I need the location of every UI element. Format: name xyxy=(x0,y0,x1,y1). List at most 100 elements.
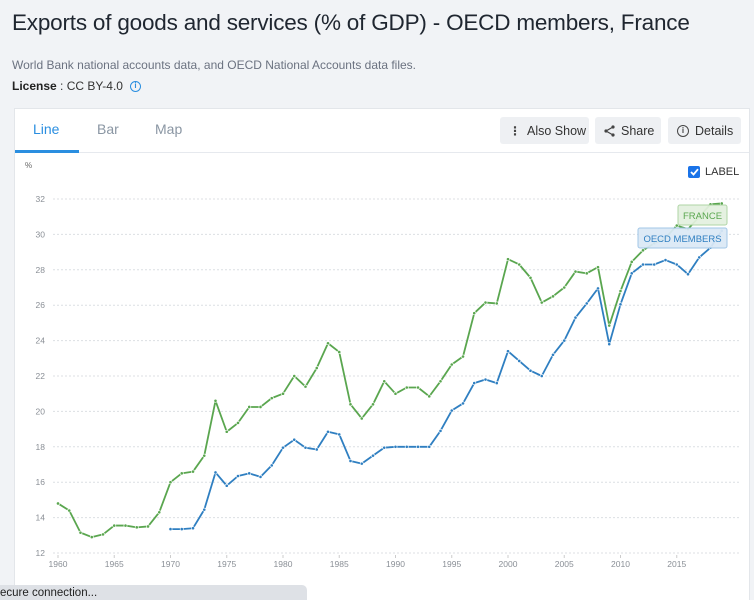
data-point xyxy=(461,401,465,406)
also-show-label: Also Show xyxy=(527,123,587,138)
y-tick-label: 24 xyxy=(36,336,46,346)
data-point xyxy=(247,471,252,476)
data-point xyxy=(618,302,623,307)
data-point xyxy=(191,526,195,531)
y-tick-label: 12 xyxy=(36,548,46,558)
license-info: License : CC BY-4.0 i xyxy=(12,79,141,93)
x-tick-label: 2010 xyxy=(611,559,630,569)
active-tab-indicator xyxy=(15,150,79,153)
data-point xyxy=(652,262,657,267)
y-tick-label: 28 xyxy=(36,265,46,275)
share-icon xyxy=(604,124,615,137)
data-point xyxy=(506,349,510,354)
y-tick-label: 16 xyxy=(36,477,46,487)
data-point xyxy=(494,381,499,385)
data-point xyxy=(191,469,195,474)
data-point xyxy=(202,453,207,458)
data-point xyxy=(539,374,544,378)
data-point xyxy=(179,527,184,532)
data-point xyxy=(303,384,308,389)
data-point xyxy=(224,483,229,488)
data-point xyxy=(472,311,477,316)
data-point xyxy=(348,459,353,463)
data-point xyxy=(506,257,510,262)
data-point xyxy=(213,470,218,475)
data-point xyxy=(202,507,207,512)
license-value: CC BY-4.0 xyxy=(66,79,123,93)
data-point xyxy=(674,223,679,228)
y-tick-label: 20 xyxy=(36,406,46,416)
data-point xyxy=(123,523,128,528)
label-checkbox[interactable] xyxy=(688,166,700,178)
data-point xyxy=(303,445,308,450)
checkmark-icon xyxy=(689,168,699,176)
x-tick-label: 2000 xyxy=(499,559,518,569)
data-point xyxy=(292,437,297,442)
data-point xyxy=(596,265,600,270)
data-point xyxy=(281,445,285,450)
data-point xyxy=(269,463,274,468)
data-point xyxy=(517,359,522,363)
share-button[interactable]: Share xyxy=(595,117,661,144)
data-point xyxy=(494,301,499,306)
data-point xyxy=(348,402,353,407)
tab-line[interactable]: Line xyxy=(33,121,60,137)
data-point xyxy=(67,508,72,513)
data-point xyxy=(157,510,162,515)
details-label: Details xyxy=(695,123,734,138)
details-button[interactable]: i Details xyxy=(668,117,741,144)
label-toggle[interactable]: LABEL xyxy=(688,166,739,178)
data-point xyxy=(179,471,184,476)
data-point xyxy=(449,362,454,367)
data-point xyxy=(562,285,567,290)
series-label: OECD MEMBERS xyxy=(643,234,721,245)
data-point xyxy=(573,269,578,274)
data-point xyxy=(584,301,589,306)
data-point xyxy=(528,368,533,373)
data-point xyxy=(697,255,702,260)
data-point xyxy=(168,527,173,532)
x-tick-label: 1975 xyxy=(217,559,236,569)
license-separator: : xyxy=(56,79,67,93)
data-point xyxy=(78,530,83,535)
data-point xyxy=(472,381,477,385)
x-tick-label: 1970 xyxy=(161,559,180,569)
data-point xyxy=(427,394,432,399)
data-point xyxy=(247,405,252,409)
data-point xyxy=(551,294,555,299)
tab-map[interactable]: Map xyxy=(155,121,183,137)
data-point xyxy=(269,396,274,401)
data-point xyxy=(427,444,432,449)
more-vertical-icon: ⋮ xyxy=(509,123,521,138)
data-point xyxy=(371,453,375,458)
data-point xyxy=(461,354,465,359)
data-point xyxy=(539,300,544,305)
data-point xyxy=(483,300,488,305)
view-tabs: Line Bar Map ⋮ Also Show Share i Details xyxy=(15,109,749,153)
data-point xyxy=(416,444,420,449)
data-point xyxy=(314,447,319,452)
data-point xyxy=(607,323,612,328)
series-label: FRANCE xyxy=(683,211,722,222)
data-point xyxy=(686,272,690,277)
y-tick-label: 22 xyxy=(36,371,46,381)
info-icon[interactable]: i xyxy=(129,80,141,92)
also-show-button[interactable]: ⋮ Also Show xyxy=(500,117,589,144)
data-point xyxy=(629,271,634,276)
y-tick-label: 32 xyxy=(36,194,46,204)
x-tick-label: 1965 xyxy=(105,559,124,569)
data-point xyxy=(528,275,533,280)
data-point xyxy=(146,524,150,529)
data-point xyxy=(596,286,600,291)
data-point xyxy=(629,259,634,264)
x-tick-label: 1990 xyxy=(386,559,405,569)
y-axis-unit-label: % xyxy=(25,161,32,170)
data-point xyxy=(236,421,240,425)
tab-bar[interactable]: Bar xyxy=(97,121,119,137)
data-point xyxy=(168,480,173,485)
x-tick-label: 1985 xyxy=(330,559,349,569)
y-tick-label: 26 xyxy=(36,300,46,310)
data-point xyxy=(326,341,330,346)
data-point xyxy=(562,338,567,343)
